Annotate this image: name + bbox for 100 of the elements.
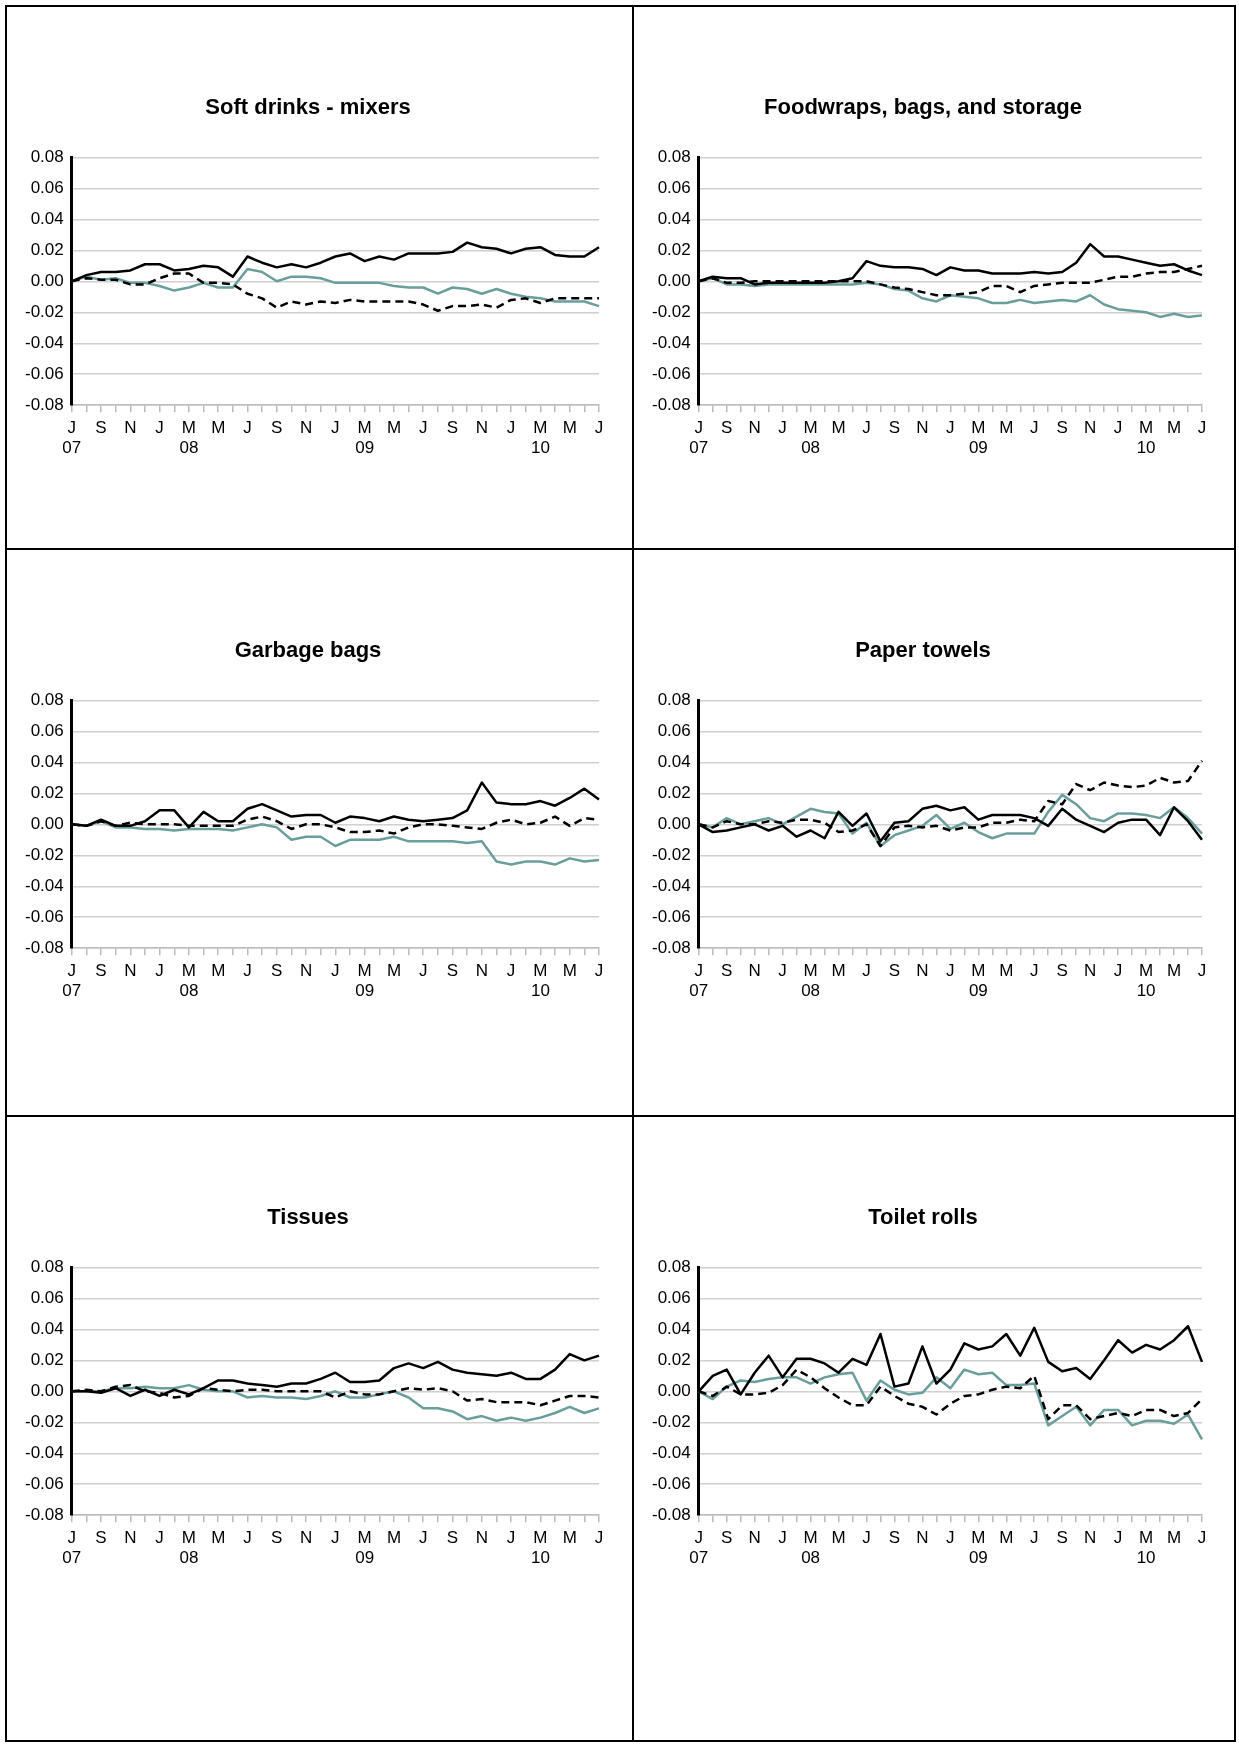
x-tick-label: J (594, 1528, 604, 1548)
x-tick-label: J (862, 961, 871, 981)
y-tick-label: -0.04 (25, 332, 64, 352)
x-tick-label: J (419, 418, 428, 438)
x-tick-label: S (888, 418, 901, 438)
chart-title: Foodwraps, bags, and storage (764, 94, 1082, 120)
x-tick-label: J (155, 961, 164, 981)
x-tick-label: J (778, 418, 787, 438)
x-tick-label: S (271, 1528, 283, 1548)
y-tick-label: 0.04 (30, 1319, 64, 1339)
x-tick-label: M (386, 418, 402, 438)
x-tick-label: J (331, 418, 340, 438)
x-tick-label: N (1084, 418, 1097, 438)
x-tick-label: N (475, 1528, 488, 1548)
x-tick-label: J (1113, 418, 1123, 438)
y-tick-label: -0.06 (652, 906, 691, 926)
y-tick-label: -0.06 (652, 1473, 691, 1493)
y-tick-label: 0.02 (657, 240, 691, 260)
x-tick-label: J (946, 1528, 955, 1548)
x-tick-label: M (831, 418, 846, 438)
x-tick-label: J 07 (62, 418, 82, 458)
y-tick-label: -0.02 (25, 1411, 64, 1431)
y-tick-label: 0.00 (30, 1380, 64, 1400)
y-tick-label: -0.02 (652, 844, 691, 864)
x-tick-label: J 07 (689, 418, 709, 458)
y-tick-label: 0.02 (30, 783, 64, 803)
x-tick-label: M 08 (801, 418, 821, 458)
x-tick-label: M (211, 418, 226, 438)
x-tick-label: S (446, 961, 459, 981)
x-tick-label: J (155, 1528, 164, 1548)
y-tick-label: 0.08 (30, 690, 64, 710)
y-tick-label: 0.08 (30, 1257, 64, 1277)
x-tick-label: M (1166, 1528, 1182, 1548)
y-tick-label: -0.04 (652, 1442, 691, 1462)
x-tick-label: N (1084, 961, 1097, 981)
x-tick-label: M (211, 961, 226, 981)
y-tick-label: 0.00 (657, 270, 691, 290)
chart-title: Tissues (267, 1204, 349, 1230)
x-tick-label: S (95, 961, 107, 981)
x-tick-label: J (506, 418, 516, 438)
y-tick-label: -0.06 (652, 363, 691, 383)
y-tick-label: -0.08 (25, 937, 64, 957)
y-tick-label: 0.06 (30, 721, 64, 741)
chart-title: Soft drinks - mixers (205, 94, 411, 120)
x-tick-label: M 10 (530, 418, 550, 458)
y-tick-label: 0.08 (657, 1257, 691, 1277)
y-tick-label: -0.08 (652, 394, 691, 414)
x-tick-label: M 08 (801, 961, 821, 1001)
x-tick-label: M (562, 418, 577, 438)
x-tick-label: J (778, 961, 787, 981)
y-tick-label: -0.06 (25, 363, 64, 383)
y-tick-label: -0.04 (25, 875, 64, 895)
x-tick-label: M (1166, 418, 1182, 438)
y-tick-label: -0.02 (652, 301, 691, 321)
x-tick-label: N (1084, 1528, 1097, 1548)
y-tick-label: -0.08 (25, 1504, 64, 1524)
y-tick-label: -0.08 (652, 1504, 691, 1524)
y-tick-label: -0.02 (25, 844, 64, 864)
x-tick-label: M 09 (968, 961, 988, 1001)
x-tick-label: J (419, 961, 428, 981)
x-tick-label: N (475, 418, 488, 438)
x-tick-label: M 08 (801, 1528, 821, 1568)
x-tick-label: M (386, 961, 402, 981)
y-tick-label: -0.04 (652, 875, 691, 895)
x-tick-label: J (243, 961, 252, 981)
x-tick-label: S (1056, 1528, 1068, 1548)
x-tick-label: M 08 (179, 1528, 199, 1568)
x-tick-label: M 08 (179, 961, 199, 1001)
x-tick-label: S (95, 1528, 107, 1548)
x-tick-label: M (562, 961, 577, 981)
y-tick-label: -0.08 (652, 937, 691, 957)
y-tick-label: -0.04 (652, 332, 691, 352)
y-tick-label: 0.02 (30, 1350, 64, 1370)
x-tick-label: J 07 (689, 1528, 709, 1568)
x-tick-label: J (243, 418, 252, 438)
x-tick-label: N (748, 418, 761, 438)
y-tick-label: 0.04 (30, 752, 64, 772)
x-tick-label: M (386, 1528, 402, 1548)
x-tick-label: S (721, 1528, 733, 1548)
x-tick-label: J (778, 1528, 787, 1548)
x-tick-label: M (999, 961, 1014, 981)
x-tick-label: M (1166, 961, 1182, 981)
x-tick-label: J (1113, 1528, 1123, 1548)
y-tick-label: -0.06 (25, 906, 64, 926)
x-tick-label: J (1197, 961, 1207, 981)
x-tick-label: M 09 (355, 961, 375, 1001)
x-tick-label: J (1197, 418, 1207, 438)
x-tick-label: N (916, 961, 929, 981)
y-tick-label: -0.08 (25, 394, 64, 414)
x-tick-label: J (419, 1528, 428, 1548)
y-tick-label: 0.06 (30, 178, 64, 198)
x-tick-label: J (1030, 418, 1039, 438)
y-tick-label: 0.02 (657, 783, 691, 803)
x-tick-label: M 10 (1136, 418, 1156, 458)
y-tick-label: 0.04 (30, 209, 64, 229)
x-tick-label: J (1030, 961, 1039, 981)
y-tick-label: 0.00 (657, 1380, 691, 1400)
x-tick-label: M 09 (968, 1528, 988, 1568)
x-tick-label: J (946, 961, 955, 981)
x-tick-label: S (271, 961, 283, 981)
